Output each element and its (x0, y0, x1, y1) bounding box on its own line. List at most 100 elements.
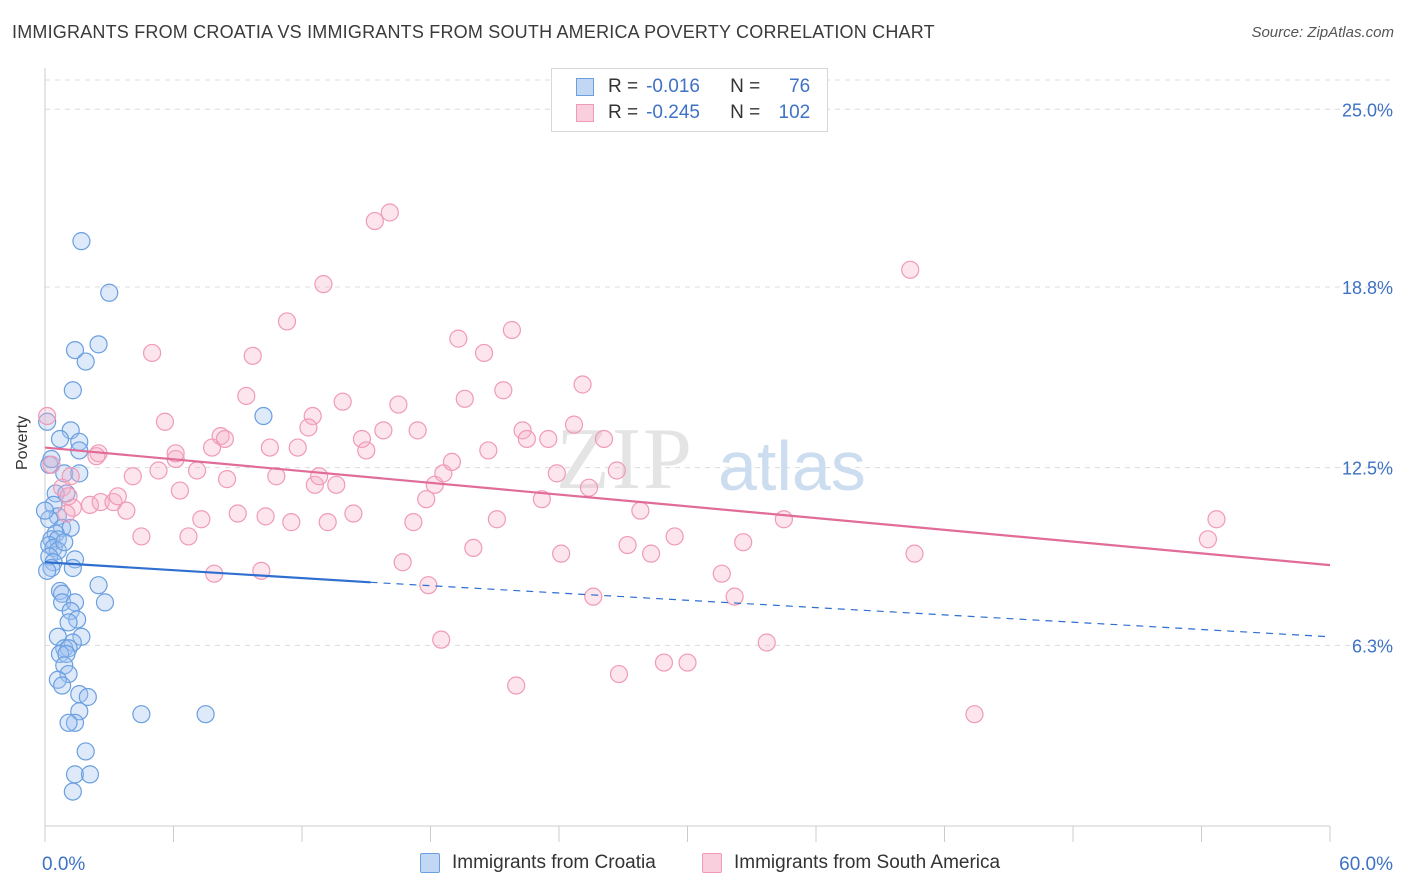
series-legend: Immigrants from Croatia Immigrants from … (0, 852, 1406, 878)
data-point (734, 533, 753, 552)
trend-line-solid (44, 561, 371, 584)
data-point (618, 535, 637, 555)
data-point (573, 375, 592, 394)
series-south-america-points (38, 203, 1226, 724)
data-point (80, 495, 100, 515)
data-point (494, 381, 513, 400)
y-axis-label: Poverty (14, 415, 31, 470)
data-point (228, 504, 247, 523)
data-point (965, 705, 984, 724)
data-point (76, 352, 95, 371)
data-point (91, 492, 110, 512)
data-point (38, 406, 57, 426)
legend-n-label: N = (730, 76, 761, 97)
data-point (59, 713, 78, 732)
data-point (408, 421, 427, 440)
data-point (65, 340, 85, 360)
data-point (774, 510, 793, 529)
data-point (260, 438, 279, 457)
data-point (57, 504, 76, 523)
trend-line-dashed (370, 581, 1331, 638)
data-point (905, 544, 924, 563)
legend-swatch-south-america (576, 104, 594, 122)
legend-swatch-croatia (420, 853, 440, 873)
data-point (59, 664, 78, 684)
data-point (404, 513, 423, 532)
data-point (654, 653, 674, 672)
y-tick-label: 25.0% (1342, 100, 1393, 120)
data-point (237, 386, 256, 406)
data-point (327, 475, 346, 494)
legend-n-value: 76 (789, 76, 811, 97)
legend-swatch-croatia (576, 78, 594, 96)
data-point (217, 470, 237, 489)
data-point (78, 687, 97, 707)
data-point (123, 467, 142, 486)
data-point (552, 544, 571, 563)
data-point (70, 702, 89, 721)
chart-title: IMMIGRANTS FROM CROATIA VS IMMIGRANTS FR… (12, 22, 935, 42)
data-point (50, 429, 70, 449)
data-point (442, 452, 462, 472)
data-point (76, 742, 95, 761)
y-tick-label: 6.3% (1352, 636, 1393, 656)
data-point (170, 481, 190, 500)
data-point (50, 581, 70, 601)
data-point (38, 412, 57, 431)
data-point (35, 501, 55, 520)
data-point (417, 490, 436, 509)
data-point (65, 713, 85, 732)
data-point (132, 705, 151, 724)
data-point (678, 653, 697, 672)
data-point (1198, 530, 1218, 549)
data-point (310, 467, 329, 486)
data-point (282, 513, 301, 532)
data-point (584, 587, 603, 606)
data-point (389, 395, 408, 414)
data-point (333, 392, 352, 411)
data-point (132, 527, 151, 546)
trend-line-solid (44, 446, 1331, 567)
trend-lines (44, 446, 1331, 638)
data-point (517, 429, 536, 449)
legend-r-label: R = (608, 76, 639, 97)
data-point (352, 429, 372, 449)
data-point (609, 664, 629, 684)
legend-label-croatia: Immigrants from Croatia (452, 852, 656, 873)
data-point (487, 510, 506, 529)
data-point (256, 507, 275, 526)
data-point (196, 705, 215, 724)
watermark: ZIP atlas (556, 411, 866, 508)
axes (44, 68, 1331, 842)
legend-label-south-america: Immigrants from South America (734, 852, 1001, 873)
data-point (318, 513, 337, 532)
y-tick-label: 12.5% (1342, 459, 1393, 479)
data-point (579, 478, 599, 497)
data-point (357, 441, 376, 460)
legend-r-label: R = (608, 102, 639, 123)
data-point (502, 320, 521, 340)
data-point (365, 211, 384, 231)
y-tick-labels: 6.3% 12.5% 18.8% 25.0% (1342, 100, 1393, 656)
data-point (55, 533, 74, 552)
data-point (89, 576, 108, 595)
data-point (712, 564, 731, 583)
legend-item-south-america: Immigrants from South America (702, 852, 1000, 874)
data-point (641, 544, 661, 563)
data-point (243, 346, 262, 365)
x-tick-label: 60.0% (1339, 854, 1393, 875)
data-point (254, 406, 273, 426)
legend-row-south-america: R = -0.245 N = 102 (576, 101, 810, 125)
legend-row-croatia: R = -0.016 N = 76 (576, 75, 810, 99)
legend-n-label: N = (730, 102, 761, 123)
data-point (607, 461, 626, 480)
data-point (374, 421, 393, 440)
x-tick-label: 0.0% (42, 854, 85, 875)
watermark-zip: ZIP (556, 411, 694, 508)
data-point (455, 389, 474, 408)
data-point (187, 461, 207, 480)
data-point (725, 587, 744, 606)
data-point (100, 283, 119, 302)
data-point (665, 527, 684, 546)
data-point (432, 630, 451, 649)
